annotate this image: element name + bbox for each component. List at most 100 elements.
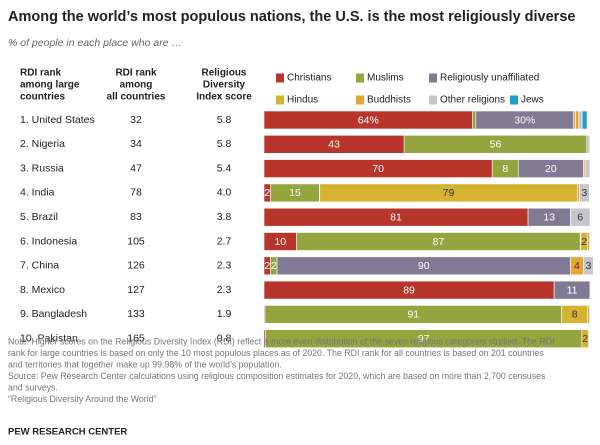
value-label: 89 — [403, 284, 415, 296]
column-header: countries — [20, 92, 65, 103]
value-label: 3 — [582, 187, 588, 199]
legend-swatch — [429, 95, 437, 105]
value-label: 20 — [545, 163, 557, 175]
value-label: 2 — [581, 236, 587, 248]
bar-segment — [587, 135, 591, 154]
value-label: 70 — [372, 163, 384, 175]
country-label: 6. Indonesia — [20, 235, 77, 247]
column-header: RDI rank — [20, 68, 62, 79]
column-header: among — [120, 80, 153, 91]
rank-all: 105 — [127, 235, 145, 247]
rdi-score: 0.8 — [217, 332, 232, 344]
value-label: 13 — [543, 211, 555, 223]
value-label: 91 — [407, 309, 419, 321]
rank-all: 47 — [130, 162, 142, 174]
legend-label: Other religions — [440, 95, 505, 106]
rank-all: 32 — [130, 114, 142, 126]
country-label: 1. United States — [20, 114, 95, 126]
country-label: 5. Brazil — [20, 211, 58, 223]
value-label: 56 — [490, 139, 502, 151]
legend-swatch — [356, 95, 364, 105]
note-line: Source: Pew Research Center calculations… — [8, 371, 546, 381]
legend-swatch — [276, 73, 284, 83]
value-label: 10 — [274, 236, 286, 248]
value-label: 64% — [358, 114, 379, 126]
rdi-score: 2.3 — [217, 260, 232, 272]
rdi-score: 4.0 — [217, 187, 232, 199]
bar-segment — [587, 232, 590, 251]
note-line: Note: Higher scores on the Religious Div… — [8, 336, 554, 346]
rank-all: 83 — [130, 211, 142, 223]
column-header: Religious — [201, 68, 246, 79]
country-label: 9. Bangladesh — [20, 308, 87, 320]
value-label: 8 — [502, 163, 508, 175]
value-label: 11 — [567, 284, 578, 296]
column-header: Index score — [196, 92, 252, 103]
rdi-score: 3.8 — [217, 211, 232, 223]
value-label: 87 — [433, 236, 445, 248]
bar-segment — [581, 110, 588, 130]
rank-all: 78 — [130, 187, 142, 199]
value-label: 8 — [572, 309, 578, 321]
value-label: 2 — [264, 187, 270, 199]
value-label: 97 — [418, 333, 430, 345]
rank-all: 133 — [127, 308, 145, 320]
note-line: and territories that together make up 99… — [8, 359, 282, 369]
legend-swatch — [510, 95, 518, 105]
bar-segment — [584, 159, 591, 178]
value-label: 2 — [264, 260, 270, 272]
rdi-score: 5.8 — [217, 114, 232, 126]
legend-swatch — [276, 95, 284, 105]
legend-swatch — [356, 73, 364, 83]
value-label: 79 — [443, 187, 455, 199]
rdi-score: 5.8 — [217, 138, 232, 150]
bar-segment — [578, 110, 583, 130]
rank-all: 165 — [127, 332, 145, 344]
value-label: 81 — [390, 211, 402, 223]
rdi-score: 2.7 — [217, 235, 232, 247]
column-header: among large — [20, 80, 80, 91]
column-header: Diversity — [203, 80, 246, 91]
value-label: 90 — [418, 260, 430, 272]
value-label: 3 — [585, 260, 591, 272]
legend-label: Jews — [521, 95, 544, 106]
country-label: 2. Nigeria — [20, 138, 65, 150]
bar-segment — [589, 280, 591, 300]
legend-label: Hindus — [287, 95, 318, 106]
country-label: 10. Pakistan — [20, 332, 78, 344]
value-label: 2 — [582, 333, 588, 345]
bar-segment — [576, 183, 580, 203]
country-label: 3. Russia — [20, 162, 64, 174]
bar-segment — [575, 110, 580, 130]
bar-segment — [472, 110, 477, 130]
rank-all: 34 — [130, 138, 142, 150]
bar-segment — [583, 256, 594, 276]
value-label: 15 — [289, 187, 301, 199]
source-org: PEW RESEARCH CENTER — [8, 427, 127, 438]
rdi-score: 5.4 — [217, 162, 232, 174]
legend-label: Religiously unaffiliated — [440, 73, 539, 84]
legend-label: Christians — [287, 73, 331, 84]
note-line: “Religious Diversity Around the World” — [8, 394, 157, 404]
legend-label: Buddhists — [367, 95, 411, 106]
rank-all: 126 — [127, 260, 145, 272]
value-label: 2 — [271, 260, 277, 272]
bar-segment — [588, 329, 590, 349]
rdi-score: 2.3 — [217, 284, 232, 296]
rdi-score: 1.9 — [217, 308, 232, 320]
chart-subtitle: % of people in each place who are … — [8, 37, 182, 49]
value-label: 43 — [328, 139, 340, 151]
bar-segment — [570, 207, 591, 227]
value-label: 30% — [514, 114, 535, 126]
value-label: 6 — [577, 211, 583, 223]
bar-segment — [579, 183, 590, 203]
column-header: RDI rank — [115, 68, 157, 79]
country-label: 8. Mexico — [20, 284, 65, 296]
chart-title: Among the world’s most populous nations,… — [8, 9, 575, 25]
note-line: rank for large countries is based on onl… — [8, 348, 544, 358]
legend-label: Muslims — [367, 73, 404, 84]
rank-all: 127 — [127, 284, 145, 296]
note-line: and surveys. — [8, 382, 58, 392]
value-label: 4 — [574, 260, 580, 272]
